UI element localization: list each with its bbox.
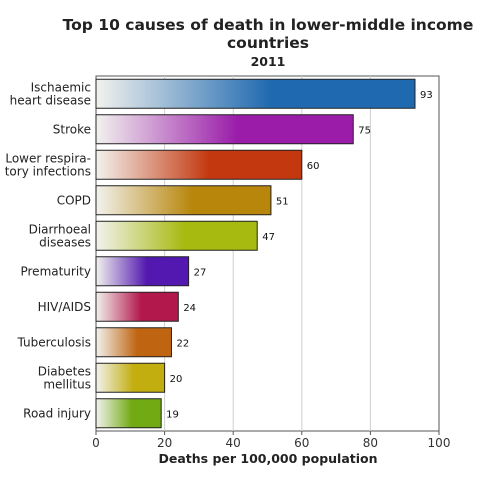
bar-tuberculosis	[95, 327, 172, 358]
category-label: Prematurity	[20, 264, 91, 278]
x-axis-title: Deaths per 100,000 population	[158, 451, 377, 466]
value-label: 19	[166, 409, 179, 420]
x-tick-label-20: 20	[157, 436, 172, 450]
bar-copd	[95, 185, 272, 216]
category-label: Stroke	[53, 122, 91, 136]
value-label: 27	[194, 267, 207, 278]
category-label: Tuberculosis	[17, 335, 92, 349]
value-label: 22	[176, 338, 189, 349]
category-labels: Ischaemic heart disease Stroke Lower respir…	[5, 80, 91, 420]
x-tick-label-100: 100	[428, 436, 451, 450]
chart-title-line-1: Top 10 causes of death in lower-middle i…	[63, 16, 474, 34]
bar-road-injury	[95, 398, 162, 429]
category-label: Diabetes mellitus	[38, 364, 91, 391]
category-label: Lower respira-tory infections	[5, 151, 91, 178]
value-label: 93	[420, 90, 433, 101]
category-label: COPD	[57, 193, 91, 207]
bar-ischaemic-heart-disease	[95, 78, 416, 109]
x-tick-label-0: 0	[92, 436, 100, 450]
category-label: Diarrhoeal diseases	[29, 222, 91, 249]
value-label: 20	[170, 374, 183, 385]
x-axis-ticks: 0 20 40 60 80 100	[92, 431, 450, 450]
bar-prematurity	[95, 256, 190, 287]
bar-lower-respiratory-infections	[95, 149, 303, 180]
category-label: HIV/AIDS	[38, 300, 91, 314]
x-tick-label-60: 60	[294, 436, 309, 450]
value-label: 60	[307, 161, 320, 172]
chart-title-line-2: countries	[227, 34, 309, 52]
bar-diabetes-mellitus	[95, 362, 166, 393]
bar-hiv-aids	[95, 291, 179, 322]
value-label: 24	[183, 303, 196, 314]
x-tick-label-80: 80	[363, 436, 378, 450]
value-label: 51	[276, 196, 289, 207]
category-label: Ischaemic heart disease	[10, 80, 91, 107]
chart-subtitle: 2011	[251, 54, 286, 69]
value-label: 75	[358, 125, 371, 136]
x-tick-label-40: 40	[226, 436, 241, 450]
bar-stroke	[95, 114, 354, 145]
category-label: Road injury	[23, 406, 91, 420]
bars: 93 75 60 51 47 27 24 22 20 19	[95, 78, 433, 429]
value-label: 47	[262, 232, 275, 243]
bar-diarrhoeal-diseases	[95, 220, 258, 251]
